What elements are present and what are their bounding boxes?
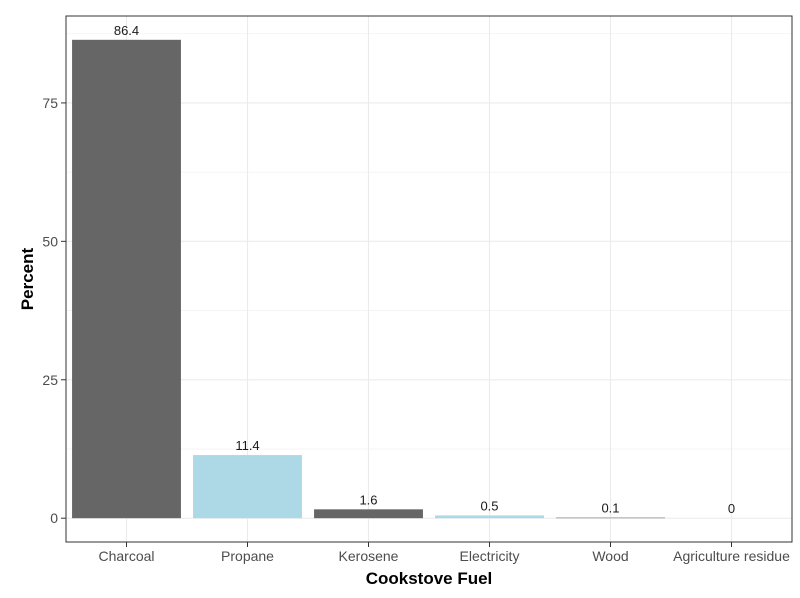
bar (72, 39, 181, 519)
y-axis-title: Percent (18, 247, 37, 310)
data-label: 0 (728, 501, 735, 516)
x-axis-ticks: Charcoal Propane Kerosene Electricity Wood Ag… (98, 542, 790, 564)
minor-grid (66, 33, 792, 450)
x-tick-label: Kerosene (339, 548, 399, 564)
bar (193, 455, 302, 519)
x-tick-label: Wood (592, 548, 628, 564)
y-tick-label: 0 (50, 510, 58, 526)
panel-background (66, 16, 792, 542)
bar (556, 517, 665, 519)
x-tick-label: Agriculture residue (673, 548, 790, 564)
y-axis-ticks: 0 25 50 75 (42, 95, 66, 526)
y-tick-label: 50 (42, 233, 58, 249)
data-labels: 86.4 11.4 1.6 0.5 0.1 0 (114, 23, 735, 516)
bar (435, 515, 544, 519)
bar (314, 509, 423, 519)
data-label: 1.6 (359, 492, 377, 507)
x-tick-label: Propane (221, 548, 274, 564)
x-tick-label: Electricity (460, 548, 520, 564)
panel-border (65, 15, 793, 543)
data-label: 0.1 (601, 501, 619, 516)
y-tick-label: 75 (42, 95, 58, 111)
x-tick-label: Charcoal (98, 548, 154, 564)
x-axis-title: Cookstove Fuel (366, 569, 493, 588)
data-label: 86.4 (114, 23, 139, 38)
y-tick-label: 25 (42, 372, 58, 388)
data-label: 0.5 (480, 498, 498, 513)
bars (72, 39, 665, 519)
data-label: 11.4 (235, 438, 259, 453)
